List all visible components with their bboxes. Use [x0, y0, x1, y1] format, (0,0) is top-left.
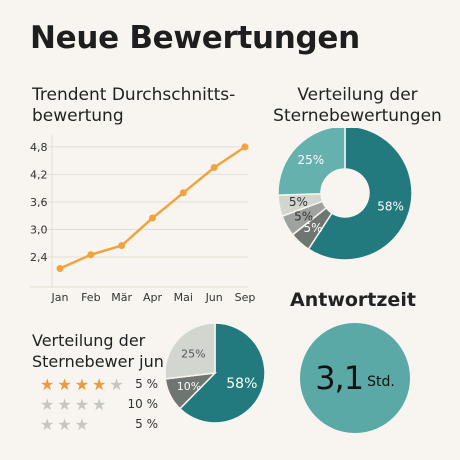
star-icon: ★ — [92, 375, 110, 394]
star-icon: ★ — [40, 395, 58, 414]
y-tick-label: 4,2 — [30, 168, 48, 181]
star-rating-rows: ★★★★★ 5 % ★★★★ 10 % ★★★ 5 % — [40, 376, 170, 436]
donut-slice-label: 5% — [294, 209, 313, 223]
x-tick-label: Sep — [235, 291, 256, 304]
donut-slice — [277, 128, 346, 196]
donut-slice-label: 5% — [304, 221, 323, 235]
star-row-percentage: 10 % — [127, 397, 159, 411]
stars-group: ★★★★★ — [40, 376, 127, 394]
data-point — [179, 189, 187, 197]
stars-group: ★★★★ — [40, 396, 109, 414]
series-line — [59, 145, 246, 270]
x-tick-label: Jun — [205, 291, 223, 304]
star-icon: ★ — [109, 375, 127, 394]
dist-title-line2: Sternebewertungen — [273, 106, 442, 126]
distribution-chart-title: Verteilung der Sternebewertungen — [270, 85, 445, 127]
donut-slice — [307, 128, 413, 261]
star-icon: ★ — [40, 375, 58, 394]
star-icon: ★ — [92, 395, 110, 414]
pie-slice-label: 58% — [226, 376, 257, 392]
pie-slice-label: 10% — [177, 380, 201, 393]
y-tick-label: 3,0 — [30, 224, 48, 237]
x-tick-label: Mär — [111, 291, 132, 304]
trend-line-chart: 4,8 4,2 3,6 3,0 2,4 Jan Feb Mär Apr Mai Jun Sep — [30, 135, 256, 304]
star-icon: ★ — [74, 415, 93, 434]
data-point — [149, 214, 156, 222]
star-icon: ★ — [40, 415, 58, 434]
trend-chart-title: Trendent Durchschnitts- bewertung — [32, 85, 242, 127]
donut-slice-label: 58% — [377, 200, 404, 214]
x-tick-label: Apr — [143, 291, 163, 304]
star-row: ★★★★★ 5 % — [40, 376, 170, 396]
x-tick-label: Jan — [51, 291, 69, 304]
y-tick-label: 3,6 — [30, 196, 48, 209]
page-title: Neue Bewertungen — [30, 20, 360, 56]
small-distribution-title: Verteilung der Sternebewer jun — [32, 330, 182, 372]
data-point — [56, 265, 64, 273]
response-time-unit: Std. — [367, 374, 395, 390]
star-icon: ★ — [74, 375, 93, 394]
data-point — [210, 164, 218, 172]
star-icon: ★ — [57, 375, 75, 394]
data-point — [118, 242, 126, 250]
x-tick-label: Feb — [81, 291, 100, 304]
y-tick-label: 2,4 — [30, 251, 48, 264]
pie-slice — [178, 322, 266, 424]
trend-title-line2: bewertung — [32, 106, 124, 126]
star-row-percentage: 5 % — [135, 377, 158, 391]
stars-group: ★★★ — [40, 416, 92, 434]
dist-title-line1: Verteilung der — [297, 85, 418, 105]
x-tick-label: Mai — [174, 291, 193, 304]
star-icon: ★ — [57, 415, 75, 434]
small-distribution-pie: 58% 10% 25% — [164, 322, 266, 424]
pie-slice-label: 25% — [181, 348, 205, 361]
star-icon: ★ — [74, 395, 93, 414]
star-row: ★★★ 5 % — [40, 416, 170, 436]
donut-slice-label: 25% — [298, 153, 325, 167]
distribution-donut-chart: 58%5%5%5%25% — [277, 128, 413, 261]
y-tick-label: 4,8 — [30, 141, 48, 154]
trend-title-line1: Trendent Durchschnitts- — [32, 85, 236, 105]
response-time-value: 3,1 — [315, 359, 364, 397]
response-time-title: Antwortzeit — [290, 289, 416, 311]
star-row-percentage: 5 % — [135, 417, 158, 431]
small-dist-title-line1: Verteilung der — [32, 331, 146, 350]
donut-slice-label: 5% — [289, 195, 308, 209]
star-row: ★★★★ 10 % — [40, 396, 170, 416]
star-icon: ★ — [57, 395, 75, 414]
pie-slice — [164, 322, 216, 380]
data-point — [241, 143, 249, 151]
small-dist-title-line2: Sternebewer jun — [32, 352, 164, 371]
response-time-circle: 3,1 Std. — [300, 323, 410, 433]
data-point — [87, 251, 95, 259]
